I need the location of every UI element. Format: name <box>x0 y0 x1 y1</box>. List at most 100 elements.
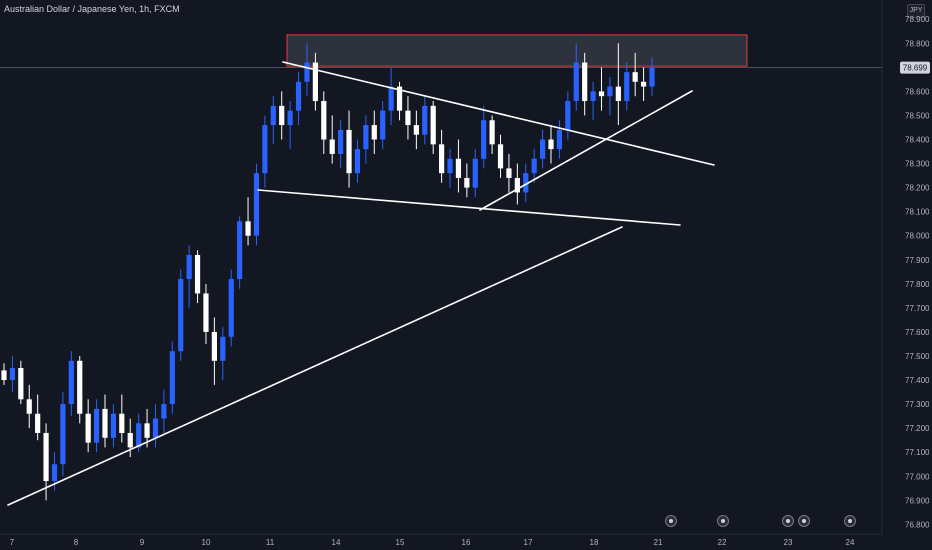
candle <box>262 115 268 188</box>
event-marker-dot <box>786 519 790 523</box>
current-price-tag-bg <box>900 61 930 74</box>
candle <box>312 52 318 111</box>
candle-body <box>481 120 487 159</box>
candle-body <box>455 158 462 178</box>
resistance-zone <box>286 34 748 67</box>
candle <box>396 81 403 121</box>
candle <box>1 363 7 385</box>
y-tick-label: 78.600 <box>905 87 930 96</box>
candle <box>304 43 310 97</box>
y-tick-label: 78.100 <box>905 208 930 217</box>
currency-badge[interactable]: JPY <box>907 4 925 18</box>
lower-flat-line <box>257 189 681 226</box>
candle-body <box>119 413 125 433</box>
y-tick-label: 78.000 <box>905 232 930 241</box>
candle-body <box>430 105 436 145</box>
candle <box>253 163 260 246</box>
candle <box>102 394 108 448</box>
event-marker-icon[interactable] <box>798 515 810 527</box>
event-marker-icon[interactable] <box>844 515 856 527</box>
candle <box>430 101 436 154</box>
event-marker-dot <box>848 519 852 523</box>
event-marker-icon[interactable] <box>782 515 794 527</box>
candle <box>506 153 512 193</box>
event-marker-icon[interactable] <box>665 515 677 527</box>
candle <box>329 115 335 164</box>
candle <box>548 125 554 164</box>
candle <box>422 96 428 145</box>
candle-body <box>380 110 386 140</box>
candle-body <box>1 370 7 381</box>
candle-body <box>472 158 478 188</box>
candle <box>321 91 327 154</box>
candle-body <box>363 125 369 150</box>
y-tick-label: 77.900 <box>905 256 930 265</box>
candle <box>245 197 251 246</box>
x-tick-label: 24 <box>846 538 855 547</box>
candle <box>371 110 377 154</box>
candle-body <box>245 221 251 236</box>
event-marker-dot <box>669 519 673 523</box>
candle <box>489 115 495 154</box>
candle-body <box>127 432 133 448</box>
x-tick-label: 14 <box>332 538 341 547</box>
candle <box>472 149 478 198</box>
y-tick-label: 77.400 <box>905 376 930 385</box>
candle-body <box>60 404 66 465</box>
y-tick-label: 78.300 <box>905 160 930 169</box>
candle <box>237 216 243 289</box>
x-tick-label: 18 <box>590 538 599 547</box>
y-tick-label: 77.300 <box>905 400 930 409</box>
candle-body <box>43 432 49 482</box>
chart-title: Australian Dollar / Japanese Yen, 1h, FX… <box>4 4 180 14</box>
candle-body <box>413 125 419 135</box>
y-tick-label: 77.000 <box>905 472 930 481</box>
candle-body <box>68 360 74 405</box>
candle <box>354 139 361 183</box>
candle-body <box>93 408 100 443</box>
y-tick-label: 78.500 <box>905 111 930 120</box>
x-tick-label: 21 <box>654 538 663 547</box>
x-tick-label: 17 <box>524 538 533 547</box>
candle-body <box>640 81 647 87</box>
candle <box>220 327 226 381</box>
y-tick-label: 77.200 <box>905 424 930 433</box>
candle <box>186 245 192 308</box>
candle <box>93 399 100 453</box>
candle <box>169 341 175 414</box>
candle <box>573 43 579 111</box>
candle <box>77 356 83 424</box>
long-term-support-line <box>7 226 623 506</box>
y-tick-label: 78.200 <box>905 184 930 193</box>
candle <box>270 96 276 145</box>
x-tick-label: 22 <box>718 538 727 547</box>
candle-body <box>489 120 495 145</box>
y-tick-label: 76.900 <box>905 496 930 505</box>
candle <box>632 52 638 97</box>
candle-body <box>186 254 192 280</box>
candle-body <box>598 91 605 97</box>
x-tick-label: 9 <box>140 538 145 547</box>
candle-body <box>405 110 411 126</box>
y-tick-label: 76.800 <box>905 520 930 529</box>
candle-body <box>102 408 108 438</box>
y-tick-label: 77.500 <box>905 352 930 361</box>
candle <box>60 392 66 477</box>
y-tick-label: 77.600 <box>905 328 930 337</box>
candle-body <box>194 254 201 294</box>
event-marker-icon[interactable] <box>717 515 729 527</box>
candle <box>346 110 352 188</box>
event-marker-dot <box>802 519 806 523</box>
x-tick-label: 7 <box>10 538 15 547</box>
candle-body <box>211 331 217 361</box>
candle-body <box>152 418 159 438</box>
candle-body <box>136 423 142 448</box>
candle-body <box>110 413 117 438</box>
candle <box>68 351 74 417</box>
candle-body <box>624 72 630 102</box>
y-tick-label: 77.800 <box>905 280 930 289</box>
candle-body <box>615 86 621 102</box>
y-tick-label: 77.100 <box>905 448 930 457</box>
candle-body <box>464 178 470 188</box>
